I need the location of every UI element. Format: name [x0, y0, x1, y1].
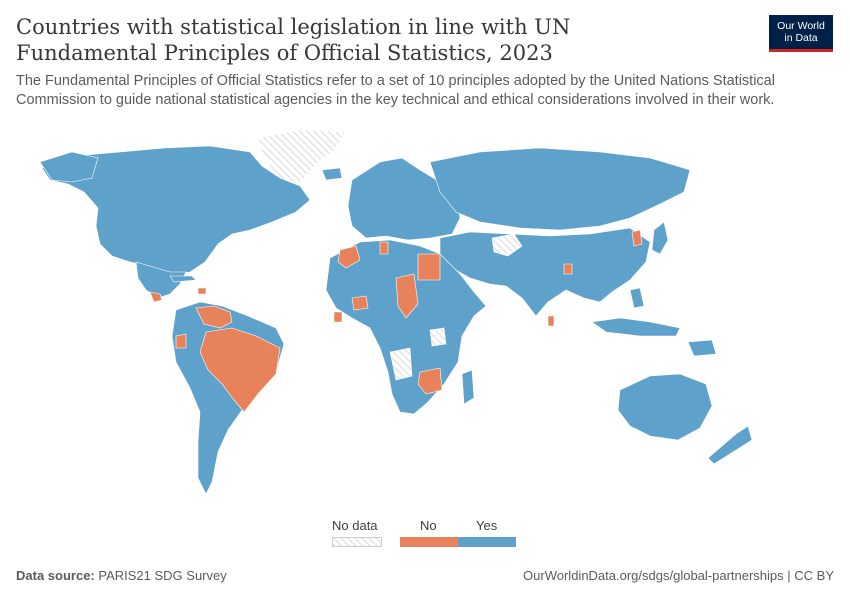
country-cuba[interactable] [169, 275, 197, 283]
legend-swatch-no-data[interactable] [332, 537, 382, 547]
country-africa[interactable] [325, 239, 487, 415]
country-chad[interactable] [395, 273, 419, 319]
country-greenland[interactable] [257, 129, 346, 189]
country-papua-new-guinea[interactable] [687, 339, 717, 357]
country-burkina-faso[interactable] [351, 295, 369, 311]
logo-accent-bar [769, 49, 833, 52]
country-europe[interactable] [347, 157, 461, 241]
source-label: Data source: [16, 568, 95, 583]
country-morocco[interactable] [337, 245, 361, 269]
chart-subtitle: The Fundamental Principles of Official S… [16, 73, 775, 108]
legend-swatch-no[interactable] [400, 537, 458, 547]
country-congo-nodata[interactable] [429, 327, 447, 347]
legend-label-no: No [420, 518, 437, 533]
source-url[interactable]: OurWorldinData.org/sdgs/global-partnersh… [523, 568, 834, 583]
country-alaska[interactable] [39, 151, 99, 183]
country-brazil[interactable] [199, 327, 281, 413]
country-zambia[interactable] [417, 367, 443, 395]
owid-logo[interactable]: Our World in Data [769, 15, 833, 52]
legend-swatch-yes[interactable] [458, 537, 516, 547]
country-japan[interactable] [651, 221, 669, 255]
country-central-africa-nodata[interactable] [389, 347, 413, 381]
country-russia[interactable] [429, 147, 691, 231]
country-new-zealand[interactable] [707, 425, 753, 465]
country-ecuador[interactable] [175, 333, 187, 349]
country-north-america[interactable] [41, 145, 311, 275]
country-madagascar[interactable] [461, 369, 475, 405]
country-asia[interactable] [439, 227, 651, 317]
map-legend: No data No Yes [330, 518, 530, 550]
country-iceland[interactable] [321, 167, 343, 181]
country-tunisia[interactable] [379, 241, 389, 255]
legend-label-yes: Yes [476, 518, 498, 533]
logo-line-1: Our World [777, 20, 825, 32]
chart-title: Countries with statistical legislation i… [16, 15, 571, 65]
country-afghanistan[interactable] [491, 233, 523, 257]
country-liberia[interactable] [333, 311, 343, 323]
country-haiti[interactable] [197, 287, 207, 295]
logo-line-2: in Data [784, 32, 818, 44]
country-bangladesh[interactable] [563, 263, 573, 275]
legend-label-no-data: No data [332, 518, 378, 533]
country-central-america-no[interactable] [149, 291, 163, 303]
country-venezuela-region[interactable] [195, 305, 233, 329]
source-value: PARIS21 SDG Survey [98, 568, 227, 583]
country-sri-lanka[interactable] [547, 315, 555, 327]
country-egypt[interactable] [417, 253, 441, 281]
country-indonesia[interactable] [591, 317, 681, 337]
world-map[interactable] [0, 122, 850, 512]
country-australia[interactable] [617, 373, 713, 441]
country-north-korea[interactable] [631, 229, 643, 247]
country-mexico[interactable] [135, 261, 187, 299]
data-source: Data source: PARIS21 SDG Survey [16, 568, 227, 583]
country-philippines[interactable] [629, 287, 645, 309]
